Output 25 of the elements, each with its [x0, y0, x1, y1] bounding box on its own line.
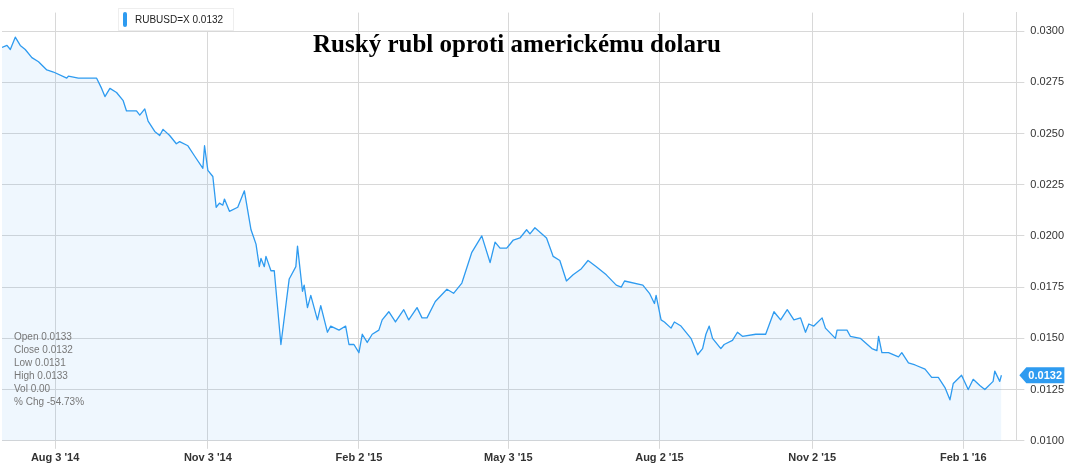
annotation: 0.0132	[1028, 369, 1063, 382]
annotation: Low 0.0131	[14, 356, 67, 369]
annotation: % Chg -54.73%	[14, 395, 85, 408]
x-tick-label: Aug 2 '15	[635, 451, 684, 464]
annotation: Close 0.0132	[14, 343, 74, 356]
annotation: Open 0.0133	[14, 330, 73, 343]
x-tick-label: Aug 3 '14	[30, 451, 81, 464]
text: Ruský rubl oproti americkému dolaru	[313, 30, 721, 57]
x-tick-label: Feb 1 '16	[939, 451, 987, 464]
y-tick-label: 0.0225	[1030, 177, 1065, 190]
y-tick-label: 0.0175	[1030, 280, 1065, 293]
annotation: Vol 0.00	[14, 382, 52, 395]
y-tick-label: 0.0250	[1030, 126, 1065, 139]
y-tick-label: 0.0150	[1030, 331, 1065, 344]
y-tick-label: 0.0100	[1030, 433, 1065, 446]
x-tick-label: Nov 2 '15	[788, 451, 837, 464]
y-tick-label: 0.0300	[1030, 24, 1065, 37]
y-tick-label: 0.0200	[1030, 228, 1065, 241]
y-tick-label: 0.0275	[1030, 75, 1065, 88]
annotation: High 0.0133	[14, 369, 69, 382]
x-tick-label: May 3 '15	[484, 451, 533, 464]
x-tick-label: Nov 3 '14	[183, 451, 233, 464]
y-tick-label: 0.0125	[1030, 382, 1065, 395]
legend-label: RUBUSD=X 0.0132	[135, 14, 224, 25]
x-tick-label: Feb 2 '15	[335, 451, 383, 464]
